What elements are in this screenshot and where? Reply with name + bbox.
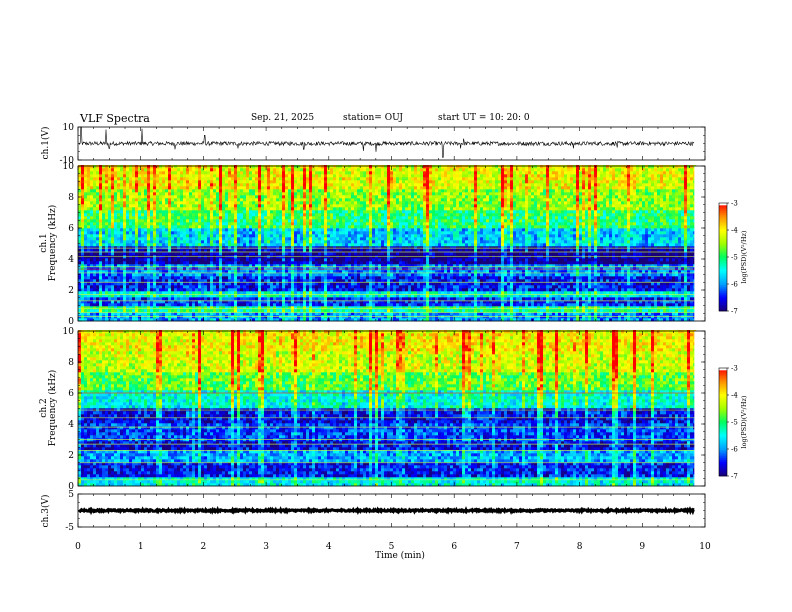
ch2-spectrogram-colorbar-tick-2: -5 [731, 419, 738, 427]
ch1-spectrogram-colorbar-tick-1: -4 [731, 227, 738, 235]
ch1-spectrogram-colorbar-tick-4: -7 [731, 308, 738, 316]
ch2-spectrogram-ytick-3: 6 [68, 389, 74, 399]
time-tick-label-2: 2 [201, 542, 207, 552]
time-tick-label-0: 0 [75, 542, 81, 552]
ch3-waveform-ylabel: ch.3(V) [40, 495, 51, 528]
ch2-spectrogram-ylabel: Frequency (kHz) [47, 370, 58, 447]
ch2-colorbar: -3 -4 -5 -6 -7 log(PSD)(V²/Hz) [719, 365, 748, 481]
ch1-spectrogram-colorbar-tick-2: -5 [731, 254, 738, 262]
ch1-spectrogram-ytick-4: 8 [68, 193, 74, 203]
ch1-colorbar: -3 -4 -5 -6 -7 log(PSD)(V²/Hz) [719, 200, 748, 316]
ch1-waveform-panel: 10-10 ch.1(V) [40, 123, 705, 166]
ch1-spectrogram-ytick-1: 2 [68, 286, 74, 296]
ch2-spectrogram-colorbar-label: log(PSD)(V²/Hz) [740, 395, 748, 448]
time-tick-label-8: 8 [577, 542, 583, 552]
ch1-spectrogram-colorbar-tick-0: -3 [731, 200, 738, 208]
figure-title: VLF Spectra [80, 112, 150, 125]
ch1-waveform-ylabel: ch.1(V) [40, 127, 51, 160]
ch1-spectrogram-ytick-0: 0 [68, 317, 74, 327]
time-tick-label-3: 3 [263, 542, 269, 552]
ch2-spectrogram-ytick-4: 8 [68, 358, 74, 368]
time-tick-label-6: 6 [451, 542, 457, 552]
date-label: Sep. 21, 2025 [251, 113, 314, 123]
ch1-spectrogram-colorbar-tick-3: -6 [731, 281, 738, 289]
ch1-spectrogram-image [78, 165, 705, 321]
station-label: station= OUJ [343, 113, 403, 123]
ch1-spectrogram-ylabel: Frequency (kHz) [47, 205, 58, 282]
ch3-waveform-panel: 5 -5 ch.3(V) [40, 490, 705, 533]
ch2-spectrogram-image [78, 330, 705, 486]
time-tick-label-9: 9 [639, 542, 645, 552]
ch2-spectrogram-colorbar-tick-4: -7 [731, 473, 738, 481]
start-time-label: start UT = 10: 20: 0 [438, 113, 530, 123]
ch1-spectrogram-ytick-3: 6 [68, 224, 74, 234]
ch3-waveform-ytick-1: -5 [65, 523, 74, 533]
ch1-spectrogram-colorbar-label: log(PSD)(V²/Hz) [740, 230, 748, 283]
time-tick-label-10: 10 [699, 542, 711, 552]
time-axis-label: Time (min) [375, 550, 425, 561]
ch1-waveform-trace [79, 128, 694, 158]
time-tick-label-7: 7 [514, 542, 520, 552]
ch1-waveform-ytick-0: 10 [63, 123, 75, 133]
time-tick-label-4: 4 [326, 542, 332, 552]
ch2-spectrogram-ytick-2: 4 [68, 420, 74, 430]
ch2-spectrogram-ytick-1: 2 [68, 451, 74, 461]
ch1-spectrogram-ytick-2: 4 [68, 255, 74, 265]
time-tick-label-1: 1 [138, 542, 144, 552]
ch2-spectrogram-ytick-5: 10 [63, 327, 75, 337]
ch1-spectrogram-ytick-5: 10 [63, 162, 75, 172]
ch2-spectrogram-colorbar-tick-1: -4 [731, 392, 738, 400]
ch2-spectrogram-colorbar-tick-3: -6 [731, 446, 738, 454]
ch3-waveform-trace [79, 510, 694, 512]
ch3-waveform-ytick-0: 5 [68, 490, 74, 500]
ch2-spectrogram-colorbar-tick-0: -3 [731, 365, 738, 373]
